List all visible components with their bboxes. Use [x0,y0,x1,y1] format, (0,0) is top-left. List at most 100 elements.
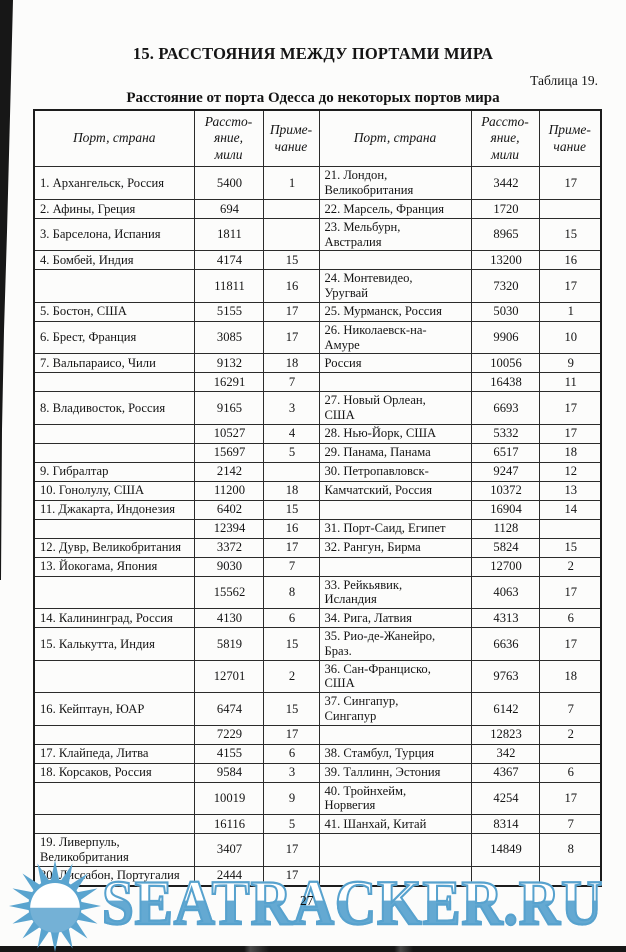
distance-cell: 10527 [193,423,264,444]
distance-cell: 6517 [470,442,540,463]
table-row: 17. Клайпеда, Литва 4155 6 38. Стамбул, Тур… [33,743,602,764]
watermark-text: SEATRACKER.RU [101,867,604,938]
distance-cell: 694 [193,198,264,219]
port-cell: 14. Калининград, Россия [33,608,195,629]
note-cell: 17 [538,575,602,610]
port-cell [318,372,472,393]
distance-cell: 3407 [193,833,264,867]
distance-cell: 10019 [193,781,264,816]
note-cell: 11 [538,372,602,393]
port-cell: 36. Сан-Франциско, США [318,659,472,694]
note-cell: 15 [262,692,320,726]
note-cell: 17 [262,865,320,887]
note-cell: 12 [538,461,602,482]
note-cell: 15 [538,217,602,252]
distance-cell: 5155 [193,301,264,322]
table-row: 20. Лиссабон, Португалия244417 [33,865,602,887]
port-cell: 23. Мельбурн, Австралия [318,217,472,252]
port-cell: 5. Бостон, США [33,301,195,322]
note-cell: 17 [538,391,602,425]
note-cell: 5 [262,442,320,463]
distance-cell: 9165 [193,391,264,425]
port-cell: 38. Стамбул, Турция [318,743,472,764]
table-row: 7. Вальпараисо, Чили 9132 18 Россия 10056 9 [33,353,602,374]
note-cell: 7 [262,372,320,393]
note-cell: 17 [538,781,602,816]
table-subtitle: Расстояние от порта Одесса до некоторых … [126,90,500,106]
table-row: 16291 7 16438 11 [33,372,602,393]
port-cell [318,833,472,867]
distance-cell: 6474 [193,692,264,726]
note-cell: 3 [262,762,320,783]
table-row: 15. Калькутта, Индия 5819 15 35. Рио-де-Жан… [33,627,602,661]
table-row: 15562 8 33. Рейкьявик, Исландия 4063 17 [33,575,602,610]
distance-cell: 6693 [470,391,540,425]
port-cell: 15. Калькутта, Индия [33,627,195,661]
scan-artifact-bottom [0,946,626,952]
distance-cell: 16438 [470,372,540,393]
port-cell: 32. Рангун, Бирма [318,537,472,558]
distance-cell: 1811 [193,217,264,252]
note-cell: 17 [262,320,320,355]
note-cell: 15 [262,499,320,520]
distance-table-body: 1. Архангельск, Россия 5400 1 21. Лондон, В… [33,166,602,887]
note-cell [262,198,320,219]
table-row: 5. Бостон, США 5155 17 25. Мурманск, Россия… [33,301,602,322]
table-row: 10019 9 40. Тройнхейм, Норвегия 4254 17 [33,781,602,816]
distance-cell: 3442 [470,166,540,200]
port-cell: Камчатский, Россия [318,480,472,501]
port-cell [33,518,195,539]
table-row: 11811 16 24. Монтевидео, Уругвай 7320 17 [33,269,602,303]
port-cell: 7. Вальпараисо, Чили [33,353,195,374]
note-cell: 17 [262,724,320,745]
note-cell: 7 [538,692,602,726]
port-cell: 8. Владивосток, Россия [33,391,195,425]
distance-cell: 3085 [193,320,264,355]
port-cell: 25. Мурманск, Россия [318,301,472,322]
distance-cell: 16291 [193,372,264,393]
port-cell: 34. Рига, Латвия [318,608,472,629]
table-row: 14. Калининград, Россия 4130 6 34. Рига, Ла… [33,608,602,629]
port-cell [33,724,195,745]
table-row: 10. Гонолулу, США 11200 18 Камчатский, Росс… [33,480,602,501]
distance-cell: 9584 [193,762,264,783]
note-cell: 2 [538,556,602,577]
distance-cell: 8965 [470,217,540,252]
note-cell: 18 [262,353,320,374]
note-cell: 2 [538,724,602,745]
note-cell: 18 [262,480,320,501]
distance-cell: 9030 [193,556,264,577]
port-cell: 30. Петропавловск- [318,461,472,482]
table-row: 9. Гибралтар 2142 30. Петропавловск- 9247 12 [33,461,602,482]
note-cell: 15 [262,627,320,661]
port-cell [33,442,195,463]
port-cell: 28. Нью-Йорк, США [318,423,472,444]
port-cell [33,659,195,694]
distance-cell: 6142 [470,692,540,726]
note-cell: 8 [538,833,602,867]
port-cell: 11. Джакарта, Индонезия [33,499,195,520]
port-cell: 26. Николаевск-на- Амуре [318,320,472,355]
table-row: 2. Афины, Греция 694 22. Марсель, Франция 1… [33,198,602,219]
port-cell: 17. Клайпеда, Литва [33,743,195,764]
distance-cell: 4063 [470,575,540,610]
port-cell: 16. Кейптаун, ЮАР [33,692,195,726]
port-cell: 2. Афины, Греция [33,198,195,219]
distance-cell: 15562 [193,575,264,610]
distance-cell: 4254 [470,781,540,816]
note-cell: 8 [262,575,320,610]
seatracker-watermark: SEATRACKER.RU [8,860,603,952]
table-row: 6. Брест, Франция 3085 17 26. Николаевск-на… [33,320,602,355]
note-cell: 18 [538,659,602,694]
port-cell: 18. Корсаков, Россия [33,762,195,783]
distance-cell: 10372 [470,480,540,501]
note-cell: 4 [262,423,320,444]
note-cell: 17 [262,537,320,558]
port-cell: 37. Сингапур, Сингапур [318,692,472,726]
port-cell [318,724,472,745]
table-row: 12394 16 31. Порт-Саид, Египет 1128 [33,518,602,539]
table-row: 10527 4 28. Нью-Йорк, США 5332 17 [33,423,602,444]
note-cell [262,217,320,252]
table-row: 7229 17 12823 2 [33,724,602,745]
distance-cell: 14849 [470,833,540,867]
